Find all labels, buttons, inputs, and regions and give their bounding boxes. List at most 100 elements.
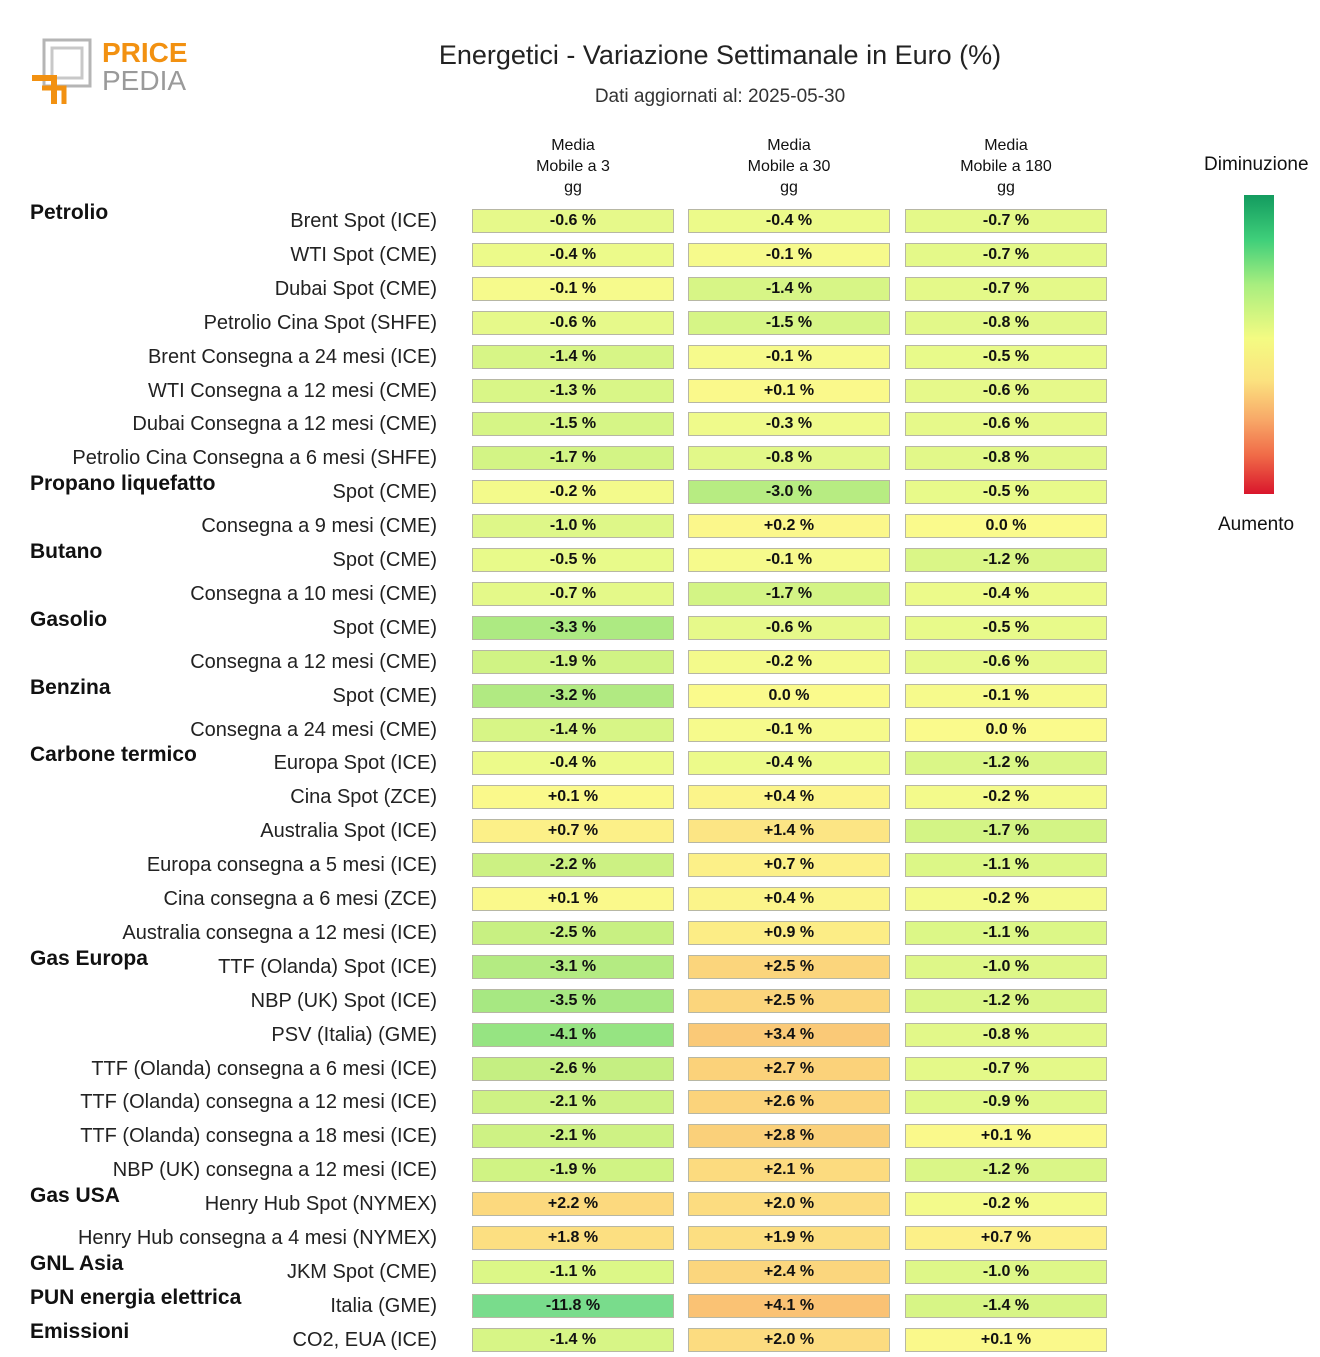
row-label: Consegna a 12 mesi (CME) bbox=[190, 650, 437, 673]
legend-color-scale bbox=[1244, 195, 1274, 494]
heatmap-cell: -0.5 % bbox=[905, 615, 1107, 640]
heatmap-cell: -0.1 % bbox=[905, 683, 1107, 708]
group-label: PUN energia elettrica bbox=[30, 1285, 242, 1309]
heatmap-cell: -0.9 % bbox=[905, 1090, 1107, 1115]
pricepedia-logo-mark-icon bbox=[32, 38, 92, 104]
heatmap-cell: +2.1 % bbox=[688, 1158, 890, 1183]
heatmap-cell: -0.8 % bbox=[688, 446, 890, 471]
heatmap-cell: -0.7 % bbox=[905, 1056, 1107, 1081]
row-label: Spot (CME) bbox=[332, 481, 437, 504]
heatmap-cell: +2.2 % bbox=[472, 1192, 674, 1217]
heatmap-cell: -1.0 % bbox=[472, 514, 674, 539]
heatmap-cell: -0.1 % bbox=[688, 242, 890, 267]
row-label: CO2, EUA (ICE) bbox=[292, 1328, 437, 1351]
logo-text-price: PRICE bbox=[102, 37, 188, 68]
heatmap-cell: +2.0 % bbox=[688, 1192, 890, 1217]
chart-title: Energetici - Variazione Settimanale in E… bbox=[438, 40, 1002, 70]
heatmap-cell: -11.8 % bbox=[472, 1293, 674, 1318]
row-label: WTI Spot (CME) bbox=[290, 243, 437, 266]
heatmap-cell: -2.1 % bbox=[472, 1090, 674, 1115]
heatmap-cell: -0.4 % bbox=[688, 751, 890, 776]
row-label: Europa consegna a 5 mesi (ICE) bbox=[146, 854, 437, 877]
heatmap-cell: +2.4 % bbox=[688, 1259, 890, 1284]
heatmap-cell: +2.7 % bbox=[688, 1056, 890, 1081]
heatmap-cell: +2.5 % bbox=[688, 954, 890, 979]
heatmap-cell: -1.5 % bbox=[472, 412, 674, 437]
heatmap-cell: +0.4 % bbox=[688, 887, 890, 911]
row-label: Spot (CME) bbox=[332, 684, 437, 707]
heatmap-cell: -3.5 % bbox=[472, 988, 674, 1013]
heatmap-cell: -0.4 % bbox=[688, 209, 890, 233]
heatmap-cell: -0.8 % bbox=[905, 446, 1107, 471]
row-label: NBP (UK) Spot (ICE) bbox=[250, 989, 437, 1012]
heatmap-cell: -1.2 % bbox=[905, 548, 1107, 572]
heatmap-cell: -1.5 % bbox=[688, 310, 890, 335]
group-label: GNL Asia bbox=[30, 1251, 124, 1275]
row-label: Petrolio Cina Consegna a 6 mesi (SHFE) bbox=[72, 447, 437, 470]
heatmap-cell: -2.1 % bbox=[472, 1124, 674, 1149]
heatmap-cell: -1.7 % bbox=[688, 581, 890, 606]
heatmap-cell: -1.2 % bbox=[905, 1158, 1107, 1183]
row-label: JKM Spot (CME) bbox=[286, 1260, 437, 1283]
group-label: Gas Europa bbox=[30, 946, 148, 970]
heatmap-cell: -0.5 % bbox=[905, 344, 1107, 369]
heatmap-cell: -4.1 % bbox=[472, 1022, 674, 1047]
row-label: TTF (Olanda) Spot (ICE) bbox=[218, 955, 437, 978]
heatmap-cell: +0.1 % bbox=[905, 1124, 1107, 1149]
heatmap-cell: -0.2 % bbox=[688, 649, 890, 674]
row-label: Petrolio Cina Spot (SHFE) bbox=[203, 311, 437, 334]
heatmap-cell: -0.4 % bbox=[472, 751, 674, 776]
heatmap-cell: -1.2 % bbox=[905, 988, 1107, 1013]
heatmap-cell: -0.7 % bbox=[472, 581, 674, 606]
heatmap-cell: +0.9 % bbox=[688, 920, 890, 945]
group-label: Carbone termico bbox=[30, 743, 197, 767]
heatmap-cell: -3.3 % bbox=[472, 615, 674, 640]
column-header-1: Media Mobile a 3 gg bbox=[536, 137, 610, 196]
heatmap-cell: -0.6 % bbox=[905, 412, 1107, 437]
heatmap-cell: -0.6 % bbox=[905, 378, 1107, 403]
heatmap-cell: +2.8 % bbox=[688, 1124, 890, 1149]
heatmap-cell: +2.5 % bbox=[688, 988, 890, 1013]
heatmap-cell: +0.4 % bbox=[688, 785, 890, 810]
heatmap-cell: +4.1 % bbox=[688, 1293, 890, 1318]
heatmap-cell: -1.4 % bbox=[472, 344, 674, 369]
heatmap-cell: -3.1 % bbox=[472, 954, 674, 979]
heatmap-cell: -0.8 % bbox=[905, 310, 1107, 335]
heatmap-cell: -1.4 % bbox=[472, 1327, 674, 1352]
row-label: PSV (Italia) (GME) bbox=[271, 1023, 437, 1046]
row-label: Australia Spot (ICE) bbox=[260, 820, 437, 843]
heatmap-cell: +1.9 % bbox=[688, 1226, 890, 1250]
heatmap-cell: -1.4 % bbox=[472, 717, 674, 742]
row-label: Cina consegna a 6 mesi (ZCE) bbox=[163, 888, 437, 910]
heatmap-cell: 0.0 % bbox=[905, 514, 1107, 539]
heatmap-cell: -0.2 % bbox=[905, 1192, 1107, 1217]
heatmap-cell: +1.4 % bbox=[688, 819, 890, 844]
heatmap-cell: 0.0 % bbox=[688, 683, 890, 708]
row-label: Consegna a 9 mesi (CME) bbox=[201, 515, 437, 538]
group-label: Gasolio bbox=[30, 607, 108, 631]
heatmap-cell: +0.1 % bbox=[905, 1327, 1107, 1352]
row-label: Europa Spot (ICE) bbox=[273, 752, 437, 775]
column-header-3: Media Mobile a 180 gg bbox=[960, 137, 1052, 196]
pricepedia-logo: PRICE PEDIA bbox=[30, 38, 190, 110]
row-label: WTI Consegna a 12 mesi (CME) bbox=[148, 379, 437, 402]
heatmap-cell: -2.6 % bbox=[472, 1056, 674, 1081]
heatmap-cell: -0.6 % bbox=[905, 649, 1107, 674]
row-label: Dubai Consegna a 12 mesi (CME) bbox=[132, 413, 437, 436]
group-label: Emissioni bbox=[30, 1319, 130, 1343]
heatmap-cell: +0.1 % bbox=[472, 785, 674, 810]
heatmap-cell: -0.7 % bbox=[905, 276, 1107, 301]
row-label: NBP (UK) consegna a 12 mesi (ICE) bbox=[112, 1159, 437, 1182]
heatmap-cell: -1.4 % bbox=[688, 276, 890, 301]
heatmap-cell: -0.6 % bbox=[688, 615, 890, 640]
heatmap-cell: 0.0 % bbox=[905, 717, 1107, 742]
heatmap-cell: -1.9 % bbox=[472, 1158, 674, 1183]
heatmap-cell: -0.4 % bbox=[905, 581, 1107, 606]
row-label: Spot (CME) bbox=[332, 549, 437, 571]
heatmap-cell: +0.1 % bbox=[688, 378, 890, 403]
row-label: TTF (Olanda) consegna a 6 mesi (ICE) bbox=[91, 1057, 437, 1080]
heatmap-cell: -2.2 % bbox=[472, 853, 674, 878]
heatmap-cell: -0.7 % bbox=[905, 209, 1107, 233]
group-label: Butano bbox=[30, 540, 103, 563]
heatmap-cell: -1.1 % bbox=[472, 1259, 674, 1284]
